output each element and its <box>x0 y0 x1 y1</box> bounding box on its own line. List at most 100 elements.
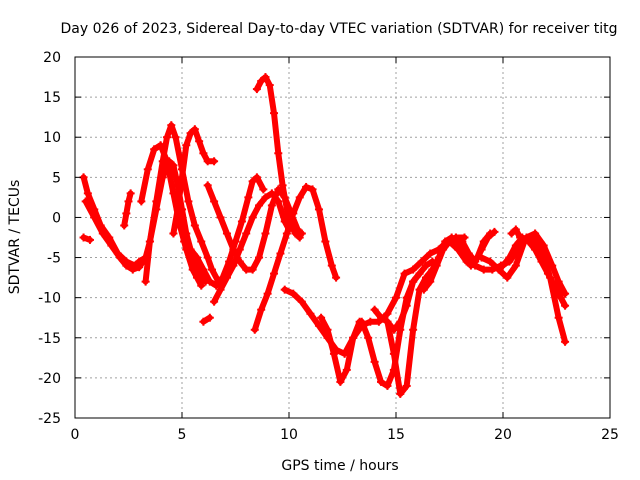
series-line <box>170 126 218 237</box>
data-point <box>302 182 311 191</box>
data-point <box>428 257 437 266</box>
data-point <box>349 333 358 342</box>
data-point <box>178 173 186 182</box>
data-point <box>306 309 315 318</box>
data-point <box>377 377 386 386</box>
data-point <box>332 273 341 282</box>
series-arc-23 <box>507 225 525 242</box>
data-point <box>479 265 488 274</box>
data-point <box>550 281 559 290</box>
data-point <box>261 193 270 202</box>
y-tick-label: 5 <box>52 170 61 186</box>
data-point <box>197 281 206 290</box>
data-point <box>257 305 266 314</box>
data-point <box>531 245 540 254</box>
data-point <box>216 285 225 294</box>
y-axis-label: SDTVAR / TECUs <box>7 180 23 295</box>
data-point <box>257 77 266 86</box>
data-point <box>122 261 131 270</box>
data-point <box>282 229 291 238</box>
data-point <box>464 249 473 258</box>
data-point <box>278 181 287 190</box>
data-point <box>445 237 454 246</box>
data-point <box>392 293 400 302</box>
data-point <box>98 229 107 238</box>
data-point <box>163 133 172 142</box>
data-point <box>85 235 94 244</box>
data-point <box>199 265 208 274</box>
x-axis-label: GPS time / hours <box>281 458 398 474</box>
data-point <box>225 257 234 266</box>
data-point <box>276 249 285 258</box>
data-point <box>248 265 257 274</box>
data-point <box>259 185 268 194</box>
data-point <box>419 285 428 294</box>
data-point <box>261 73 270 82</box>
data-series-group <box>79 73 570 398</box>
series-arc-2 <box>79 233 94 244</box>
data-point <box>190 221 199 230</box>
data-point <box>561 301 570 310</box>
data-point <box>409 277 418 286</box>
data-point <box>242 229 251 238</box>
data-point <box>451 233 460 242</box>
series-line <box>420 228 498 293</box>
data-point <box>336 377 345 386</box>
data-point <box>210 197 219 206</box>
data-point <box>402 381 411 390</box>
data-point <box>383 309 392 318</box>
y-tick-label: -5 <box>47 251 61 267</box>
y-tick-label: -20 <box>38 371 61 387</box>
data-point <box>184 197 193 206</box>
data-point <box>141 277 150 286</box>
data-point <box>490 227 499 236</box>
data-point <box>396 317 405 326</box>
data-point <box>528 233 537 242</box>
data-point <box>173 205 182 214</box>
data-point <box>289 289 298 298</box>
series-arc-10 <box>210 189 293 306</box>
data-point <box>505 253 514 262</box>
data-point <box>186 245 195 254</box>
data-point <box>120 221 129 230</box>
data-point <box>122 209 131 218</box>
data-point <box>192 273 201 282</box>
data-point <box>432 261 441 270</box>
data-point <box>261 229 270 238</box>
data-point <box>329 349 338 358</box>
axis-ticks <box>74 56 611 419</box>
series-arc-13 <box>252 73 304 242</box>
data-point <box>471 261 480 270</box>
data-point <box>237 217 246 226</box>
data-point <box>255 253 264 262</box>
data-point <box>323 325 332 334</box>
x-tick-label: 15 <box>387 427 405 443</box>
data-point <box>561 337 570 346</box>
data-point <box>342 365 351 374</box>
data-point <box>409 325 418 334</box>
x-tick-label: 5 <box>178 427 187 443</box>
series-arc-5 <box>137 141 206 290</box>
data-point <box>484 233 493 242</box>
data-point <box>317 313 326 322</box>
data-point <box>314 205 323 214</box>
data-point <box>235 245 244 254</box>
y-tick-label: -15 <box>38 331 61 347</box>
data-point <box>79 233 88 242</box>
data-point <box>270 109 279 118</box>
data-point <box>180 237 189 246</box>
data-point <box>182 141 191 150</box>
data-point <box>370 357 379 366</box>
series-arc-7 <box>169 125 219 238</box>
series-arc-8 <box>180 173 268 290</box>
data-point <box>458 237 467 246</box>
data-point <box>203 253 212 262</box>
y-tick-label: -25 <box>38 411 61 427</box>
data-point <box>205 277 214 286</box>
data-point <box>263 289 272 298</box>
data-point <box>135 263 144 272</box>
data-point <box>244 193 253 202</box>
data-point <box>197 237 206 246</box>
data-point <box>554 313 563 322</box>
